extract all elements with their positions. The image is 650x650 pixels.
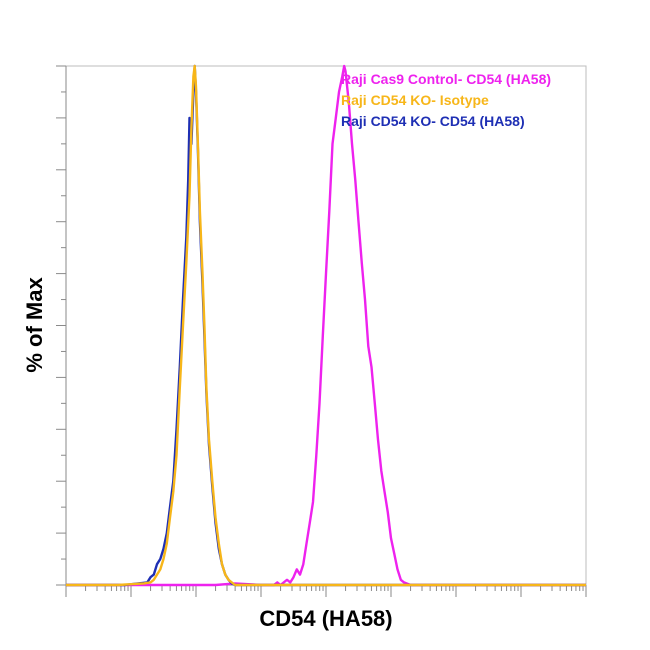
series-line-raji-cas9-control-cd54-ha58 (66, 64, 586, 587)
legend-entry: Raji CD54 KO- Isotype (341, 92, 489, 108)
series-line-raji-cd54-ko-isotype (66, 64, 586, 587)
plot-border (65, 65, 587, 586)
x-axis-ticks (65, 585, 587, 597)
legend: Raji Cas9 Control- CD54 (HA58) Raji CD54 … (341, 71, 551, 129)
legend-entry: Raji CD54 KO- CD54 (HA58) (341, 113, 525, 129)
plot-frame (65, 65, 587, 586)
legend-entry: Raji Cas9 Control- CD54 (HA58) (341, 71, 551, 87)
y-axis-ticks (56, 65, 66, 586)
series-line-raji-cd54-ko-cd54-ha58 (66, 64, 586, 587)
y-axis-title: % of Max (22, 277, 47, 373)
series-layer (66, 64, 586, 587)
x-axis-title: CD54 (HA58) (259, 606, 392, 631)
